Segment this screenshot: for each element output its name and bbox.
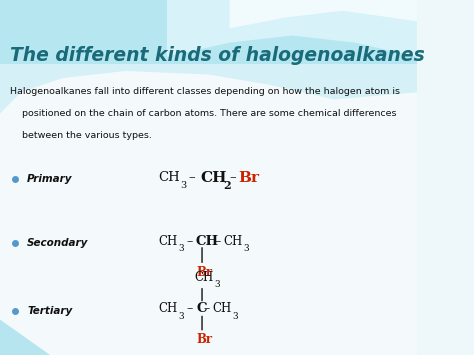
- Text: –: –: [229, 171, 236, 184]
- Text: CH: CH: [159, 235, 178, 248]
- Text: Br: Br: [239, 170, 260, 185]
- Text: CH: CH: [212, 302, 231, 315]
- Text: –: –: [203, 302, 210, 315]
- Text: CH: CH: [196, 235, 219, 248]
- Text: Secondary: Secondary: [27, 238, 89, 248]
- Text: CH: CH: [194, 272, 213, 284]
- Text: CH: CH: [223, 235, 243, 248]
- Text: 3: 3: [179, 312, 184, 321]
- Text: Br: Br: [197, 266, 213, 279]
- Polygon shape: [0, 320, 50, 355]
- Polygon shape: [167, 0, 418, 57]
- Polygon shape: [0, 0, 418, 78]
- Text: The different kinds of halogenoalkanes: The different kinds of halogenoalkanes: [10, 45, 425, 65]
- Polygon shape: [0, 0, 418, 114]
- Text: CH: CH: [159, 171, 181, 184]
- Text: between the various types.: between the various types.: [10, 131, 152, 140]
- Text: Tertiary: Tertiary: [27, 306, 73, 316]
- Text: Primary: Primary: [27, 174, 73, 184]
- Polygon shape: [0, 64, 418, 355]
- Text: –: –: [189, 171, 195, 184]
- Text: 3: 3: [179, 244, 184, 253]
- Text: CH: CH: [159, 302, 178, 315]
- Text: –: –: [186, 302, 192, 315]
- Text: –: –: [215, 235, 221, 248]
- Polygon shape: [229, 0, 418, 28]
- Text: 3: 3: [214, 280, 220, 289]
- Text: 3: 3: [181, 181, 187, 190]
- Text: Halogenoalkanes fall into different classes depending on how the halogen atom is: Halogenoalkanes fall into different clas…: [10, 87, 401, 96]
- Text: 3: 3: [243, 244, 249, 253]
- Text: positioned on the chain of carbon atoms. There are some chemical differences: positioned on the chain of carbon atoms.…: [10, 109, 397, 118]
- Text: C: C: [197, 302, 207, 315]
- Text: Br: Br: [197, 333, 213, 346]
- Text: CH: CH: [200, 170, 227, 185]
- Text: 3: 3: [232, 312, 237, 321]
- Text: –: –: [186, 235, 192, 248]
- Text: 2: 2: [223, 180, 230, 191]
